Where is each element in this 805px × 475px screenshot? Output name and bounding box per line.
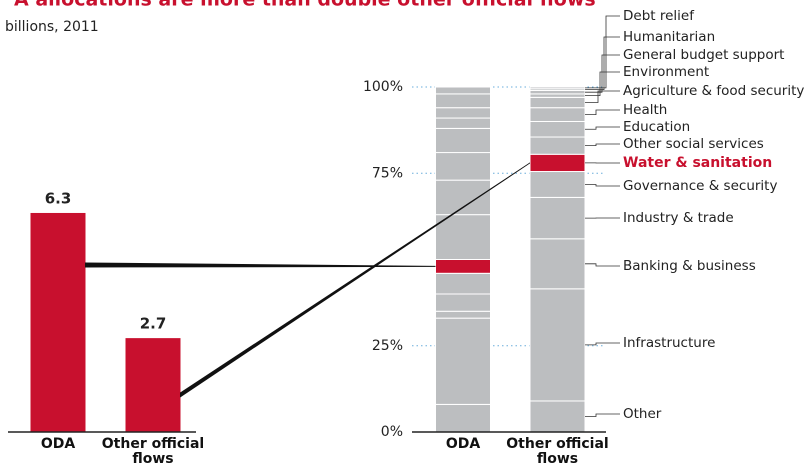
bar-segment (529, 400, 586, 433)
connector (180, 162, 530, 398)
legend-label: Governance & security (623, 178, 777, 194)
x-tick-label: Other official flows (101, 436, 205, 467)
x-tick-label: Other official flows (506, 436, 609, 467)
legend-label: Agriculture & food security (623, 83, 804, 99)
x-tick-label: ODA (445, 436, 481, 452)
value-label: 6.3 (45, 189, 72, 207)
bar-segment (435, 93, 491, 109)
leader-line (585, 184, 620, 187)
chart-subtitle: billions, 2011 (5, 19, 99, 35)
bar-segment (529, 288, 586, 402)
bar-segment (435, 107, 491, 119)
legend-label: Banking & business (623, 258, 756, 274)
leader-line (585, 143, 620, 147)
y-tick-label: 25% (372, 338, 403, 354)
leader-line (585, 263, 620, 267)
bar-segment (529, 107, 586, 122)
leader-line (585, 15, 620, 89)
bar-segment (435, 86, 491, 95)
bar-segment (435, 310, 491, 319)
y-tick-label: 100% (363, 79, 403, 95)
leader-line (585, 54, 620, 93)
legend-label: Education (623, 119, 690, 135)
legend-label: Other (623, 406, 662, 422)
bar-segment (529, 86, 586, 90)
bar-segment (435, 403, 491, 433)
y-tick-label: 75% (372, 165, 403, 181)
leader-line (585, 71, 620, 97)
x-tick-label: ODA (40, 436, 76, 452)
y-tick-label: 0% (381, 424, 403, 440)
bar-segment (435, 259, 491, 274)
bar-segment (435, 179, 491, 216)
bar-segment (529, 93, 586, 98)
bar-segment (529, 136, 586, 155)
chart-title: A allocations are more than double other… (14, 0, 596, 11)
connector (85, 262, 436, 268)
bar-segment (529, 89, 586, 95)
legend-label: General budget support (623, 47, 784, 63)
legend-label: Water & sanitation (623, 155, 772, 171)
leader-line (585, 413, 620, 417)
bar-segment (435, 127, 491, 154)
leader-line (585, 90, 620, 103)
bar-segment (529, 121, 586, 138)
leader-line (585, 109, 620, 115)
bar-segment (435, 152, 491, 181)
bar-segment (435, 272, 491, 295)
value-label: 2.7 (140, 315, 167, 333)
bar-segment (435, 214, 491, 260)
bar-segment (529, 171, 586, 198)
bar (125, 338, 181, 432)
bar-segment (529, 238, 586, 290)
bar-segment (435, 317, 491, 405)
legend-label: Infrastructure (623, 335, 715, 351)
legend-label: Other social services (623, 136, 764, 152)
bar-segment (435, 117, 491, 129)
bar-segment (529, 196, 586, 240)
bar-segment (435, 293, 491, 312)
legend-label: Debt relief (623, 8, 695, 24)
legend-label: Environment (623, 64, 709, 80)
legend-label: Humanitarian (623, 29, 715, 45)
bar-segment (529, 153, 586, 173)
legend-label: Health (623, 102, 667, 118)
leader-line (585, 126, 620, 130)
bar (30, 212, 86, 432)
bar-segment (529, 96, 586, 109)
leader-line (585, 342, 620, 346)
leader-line (585, 36, 620, 90)
legend-label: Industry & trade (623, 210, 734, 226)
